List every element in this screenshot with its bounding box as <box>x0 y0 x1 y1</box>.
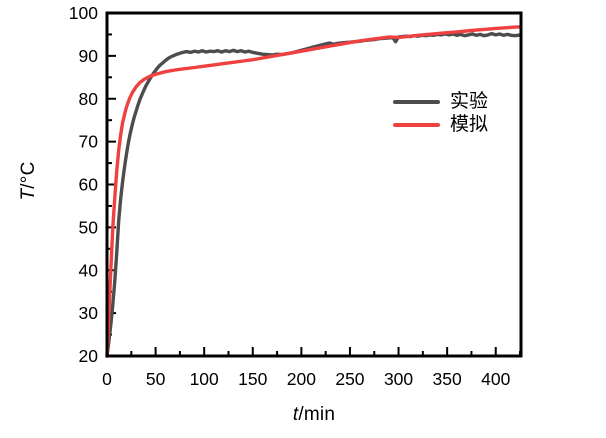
series-simulation-line <box>105 25 522 358</box>
x-tick-label: 400 <box>481 369 510 389</box>
legend: 实验 模拟 <box>393 90 488 136</box>
y-tick-label: 70 <box>79 132 99 152</box>
y-axis-variable: T <box>18 188 39 201</box>
y-tick-label: 30 <box>79 303 99 323</box>
x-tick-label: 150 <box>238 369 267 389</box>
legend-label-experiment: 实验 <box>450 91 489 112</box>
y-axis-unit: /°C <box>18 161 39 189</box>
y-tick-label: 80 <box>79 89 99 109</box>
y-tick-label: 20 <box>79 346 99 366</box>
x-tick-label: 350 <box>433 369 462 389</box>
x-tick-label: 100 <box>190 369 219 389</box>
legend-item-simulation: 模拟 <box>393 113 488 136</box>
x-tick-label: 50 <box>146 369 166 389</box>
y-tick-label: 40 <box>79 260 99 280</box>
legend-line-experiment <box>393 99 440 104</box>
x-axis-title: t/min <box>107 404 521 426</box>
y-tick-label: 60 <box>79 175 99 195</box>
legend-label-simulation: 模拟 <box>450 114 489 135</box>
series-experiment-line <box>105 31 522 358</box>
legend-line-simulation <box>393 122 440 127</box>
y-tick-label: 100 <box>69 3 98 23</box>
x-tick-label: 0 <box>102 369 112 389</box>
plot-frame <box>105 11 523 358</box>
x-tick-label: 200 <box>287 369 316 389</box>
x-axis-unit: /min <box>298 404 336 425</box>
y-tick-label: 50 <box>79 217 99 237</box>
y-axis-title: T/°C <box>18 161 40 200</box>
x-axis-variable: t <box>292 404 299 425</box>
x-tick-label: 300 <box>384 369 413 389</box>
y-tick-label: 90 <box>79 46 99 66</box>
legend-item-experiment: 实验 <box>393 90 488 113</box>
x-tick-label: 250 <box>335 369 364 389</box>
